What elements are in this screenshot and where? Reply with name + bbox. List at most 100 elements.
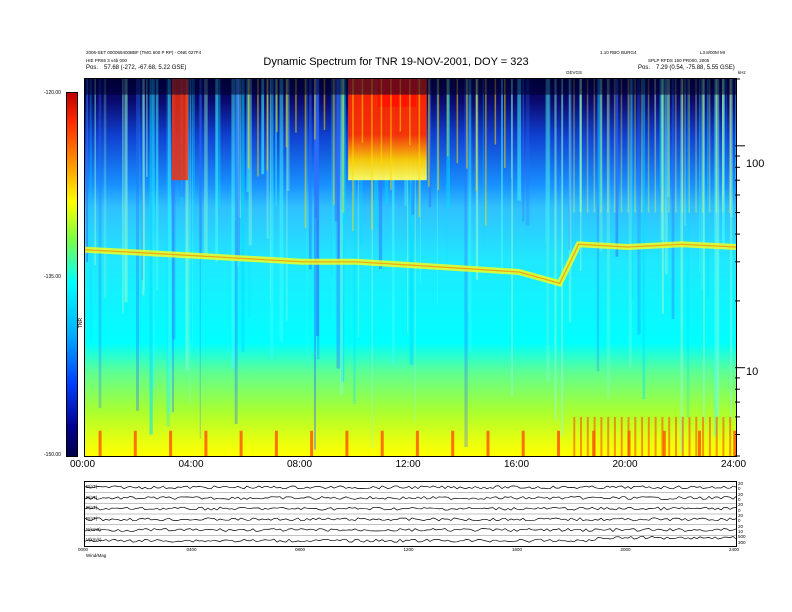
panel-x-tick: 0000 — [78, 547, 89, 552]
highfreq-streak — [702, 79, 704, 213]
spectrum-stripe — [580, 79, 582, 271]
header-right-line2: SPLP RFDS 160 PR000, 2005 — [648, 58, 710, 63]
bottom-spike — [415, 430, 419, 456]
spectrum-stripe — [469, 79, 472, 352]
spectrum-stripe — [341, 79, 345, 382]
y-tick-10: 10 — [746, 366, 759, 378]
spectrum-stripe — [248, 79, 251, 318]
burst-streak — [409, 79, 411, 146]
highfreq-streak — [708, 79, 711, 213]
burst-streak — [342, 79, 345, 213]
highfreq-streak — [681, 79, 684, 213]
highfreq-streak — [634, 79, 636, 213]
x-tick-label: 12:00 — [395, 459, 421, 470]
spectrum-stripe — [334, 79, 338, 222]
panel-trace — [84, 517, 737, 522]
burst-streak — [333, 79, 335, 205]
burst-streak — [475, 79, 478, 192]
highfreq-streak — [607, 79, 609, 213]
bottom-spike — [486, 430, 490, 456]
spectrum-stripe — [722, 79, 724, 201]
spectrum-stripe — [706, 79, 709, 298]
colorbar — [66, 92, 78, 457]
panel-right-tick: 0 — [738, 486, 741, 492]
spectrum-stripe — [446, 79, 448, 265]
panel-trace — [84, 506, 737, 511]
burst-streak — [456, 79, 459, 164]
x-tick-label: 20:00 — [612, 459, 638, 470]
highfreq-streak — [729, 79, 731, 213]
spectrum-stripe — [234, 79, 238, 424]
spectrum-stripe — [735, 79, 736, 180]
burst-streak — [485, 79, 487, 226]
spectrum-stripe — [337, 79, 340, 262]
spectrum-stripe — [554, 79, 557, 421]
spectrum-stripe — [124, 79, 128, 303]
spectrum-stripe — [236, 79, 239, 267]
spectrum-stripe — [501, 79, 503, 275]
bottom-spike — [310, 430, 314, 456]
spectrum-stripe — [339, 79, 344, 395]
spectrum-stripe — [190, 79, 192, 340]
panel-footer: Wind/Mag — [86, 553, 107, 558]
panel-right-tick: 20 — [738, 513, 744, 518]
lowfreq-streak — [620, 416, 623, 456]
spectrum-stripe — [661, 79, 664, 314]
burst-streak — [447, 79, 449, 157]
spectrum-stripe — [686, 79, 690, 418]
spectrum-stripe — [217, 79, 221, 208]
spectrum-stripe — [722, 79, 725, 244]
lowfreq-streak — [688, 416, 691, 456]
spectrum-stripe — [699, 79, 701, 273]
spectrum-stripe — [309, 79, 312, 270]
lowfreq-streak — [586, 416, 589, 456]
spectrum-stripe — [729, 79, 733, 217]
spectrum-stripe — [414, 79, 416, 422]
spectrum-stripe — [671, 79, 675, 319]
burst-streak — [494, 79, 497, 145]
colorbar-tick-top: -120.00 — [44, 90, 61, 96]
spectrum-stripe — [630, 79, 634, 298]
spectrum-stripe — [684, 79, 686, 226]
spectrum-stripe — [517, 79, 522, 201]
spectrum-stripe — [215, 79, 218, 263]
highfreq-streak — [613, 79, 616, 213]
spectrum-stripe — [331, 79, 333, 276]
bottom-spike — [733, 430, 736, 456]
burst-streak — [361, 79, 364, 143]
spectrum-stripe — [248, 79, 252, 246]
burst-streak — [418, 79, 421, 218]
header-right-line1b: L3.8/00M MI — [700, 50, 726, 55]
highfreq-streak — [586, 79, 589, 213]
bottom-spike — [345, 430, 349, 456]
header-right-pos-value: 7.29 (0.54, -75.88, 5.55 GSE) — [656, 65, 735, 71]
panel-right-tick: 300 — [738, 539, 746, 545]
panel-x-tick: 1200 — [403, 547, 414, 552]
khz-unit-label: kHz — [738, 70, 746, 75]
spectrum-stripe — [409, 79, 414, 365]
panel-right-tick: 500 — [738, 534, 746, 540]
spectrum-stripe — [136, 79, 139, 411]
spectrum-stripe — [568, 79, 571, 250]
burst-streak — [371, 79, 373, 230]
spectrum-stripe — [725, 79, 728, 190]
spectrum-stripe — [464, 79, 468, 447]
y-axis-ticks — [735, 78, 745, 457]
lowfreq-streak — [580, 416, 582, 456]
spectrum-stripe — [149, 79, 153, 435]
highfreq-streak — [654, 79, 657, 213]
bottom-spike — [204, 430, 208, 456]
panel-x-tick: 2000 — [620, 547, 631, 552]
lowfreq-streak — [654, 416, 657, 456]
lowfreq-streak — [607, 416, 610, 456]
spectrum-stripe — [199, 79, 203, 257]
plasma-line-core — [85, 243, 736, 285]
spectrum-stripe — [286, 79, 288, 321]
header-right-line1: 1.10 RBO BURG4 — [600, 50, 637, 55]
spectrum-stripe — [419, 79, 421, 284]
bottom-spike — [133, 430, 137, 456]
spectrum-stripe — [436, 79, 438, 305]
spectrum-stripe — [680, 79, 684, 454]
top-dark-band — [85, 79, 736, 95]
lowfreq-streak — [722, 416, 725, 456]
